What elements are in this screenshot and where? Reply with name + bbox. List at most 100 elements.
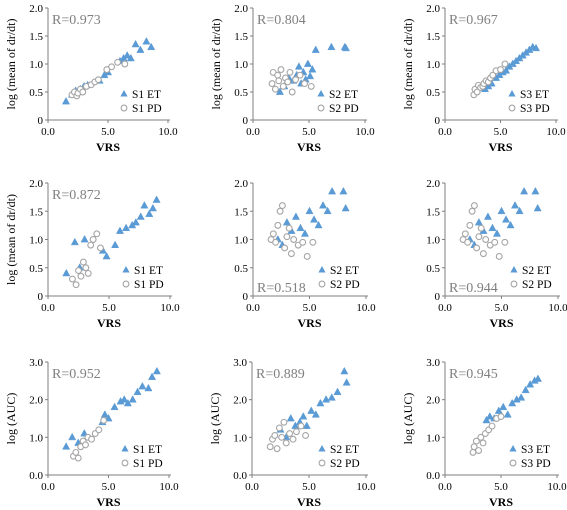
- pd-data-point: [470, 202, 478, 210]
- pd-data-point: [461, 230, 469, 238]
- y-tick-label: 0.0: [29, 470, 43, 482]
- pd-data-point: [272, 238, 280, 246]
- x-tick-label: 10.0: [356, 481, 376, 493]
- pd-data-point: [283, 233, 291, 241]
- x-tick-label: 5.0: [495, 302, 509, 314]
- pd-data-point: [82, 264, 90, 272]
- et-data-point: [111, 240, 120, 248]
- legend-et-marker: [510, 266, 518, 273]
- et-data-point: [102, 251, 111, 260]
- y-tick-label: 1.5: [234, 206, 248, 218]
- pd-data-point: [299, 238, 307, 246]
- y-tick-label: 1.0: [233, 432, 247, 444]
- et-data-point: [140, 201, 149, 209]
- pd-data-point: [89, 236, 97, 243]
- x-tick-label: 5.0: [302, 481, 316, 493]
- pd-data-point: [497, 413, 505, 421]
- et-data-point: [341, 43, 350, 52]
- y-tick-label: 1.5: [426, 206, 440, 218]
- x-axis-title: VRS: [297, 316, 321, 330]
- et-data-point: [506, 220, 515, 229]
- scatter-panel: 0 0.5 1.0 1.5 2.0 0.0 5.0 10.0 VRS log (mean of d…: [4, 178, 180, 330]
- et-data-point: [302, 421, 311, 429]
- y-tick-label: 1.5: [426, 31, 440, 43]
- y-tick-label: 1.0: [426, 59, 440, 71]
- pd-data-point: [289, 435, 297, 443]
- pd-data-point: [292, 76, 300, 84]
- x-axis-title: VRS: [297, 495, 321, 509]
- y-tick-label: 1.5: [29, 206, 43, 218]
- pd-data-point: [281, 244, 289, 252]
- y-tick-label: 1.0: [426, 432, 440, 444]
- legend-pd-marker: [508, 104, 516, 112]
- et-data-point: [128, 395, 137, 403]
- legend: S3 ET S3 PD: [509, 444, 551, 470]
- scatter-panel: 0 0.5 1.0 1.5 2.0 0.0 5.0 10.0 VRS log (mean of d…: [4, 3, 178, 154]
- x-tick-label: 0.0: [246, 302, 260, 314]
- legend-pd-label: S3 PD: [520, 103, 550, 115]
- pd-data-point: [271, 432, 279, 439]
- legend: S3 ET S3 PD: [508, 89, 550, 115]
- et-data-point: [531, 43, 541, 52]
- pd-data-point: [108, 63, 116, 71]
- legend-pd-marker: [510, 280, 518, 288]
- et-data-point: [526, 380, 535, 388]
- pd-data-point: [477, 224, 485, 232]
- pd-data-point: [470, 443, 478, 451]
- pd-data-point: [303, 253, 311, 260]
- et-data-point: [322, 395, 331, 403]
- legend: S2 ET S2 PD: [318, 265, 360, 291]
- legend-et-label: S2 ET: [329, 89, 358, 101]
- pd-data-point: [479, 439, 487, 447]
- y-tick-label: 0: [435, 291, 441, 303]
- x-axis-title: VRS: [489, 495, 513, 509]
- et-data-point: [508, 398, 517, 407]
- pd-data-point: [278, 433, 286, 441]
- pd-data-point: [297, 422, 305, 430]
- x-tick-label: 0.0: [245, 481, 259, 493]
- y-tick-label: 0: [243, 115, 249, 127]
- legend-et-label: S2 ET: [522, 265, 551, 277]
- et-data-point: [303, 59, 312, 67]
- y-axis-title: log (mean of dr/dt): [4, 194, 18, 285]
- pd-data-point: [482, 236, 490, 243]
- et-data-point: [308, 65, 317, 73]
- y-tick-label: 2.0: [29, 395, 43, 407]
- legend-pd-label: S2 PD: [330, 279, 360, 291]
- et-data-point: [517, 393, 526, 401]
- pd-data-point: [495, 253, 503, 260]
- legend-et-label: S1 ET: [132, 89, 161, 101]
- y-tick-label: 1.5: [29, 31, 43, 43]
- legend-pd-label: S3 PD: [521, 458, 551, 470]
- pd-data-point: [79, 88, 87, 96]
- pd-data-point: [279, 82, 287, 90]
- et-data-point: [291, 212, 300, 220]
- x-axis-title: VRS: [488, 140, 512, 154]
- et-data-point: [120, 395, 129, 403]
- x-tick-label: 5.0: [102, 481, 116, 493]
- pd-data-point: [94, 76, 102, 84]
- legend: S2 ET S2 PD: [510, 265, 552, 291]
- pd-data-point: [273, 445, 281, 453]
- et-data-point: [286, 413, 295, 422]
- et-data-point: [511, 201, 520, 209]
- et-data-point: [148, 203, 157, 212]
- legend-et-label: S3 ET: [521, 444, 550, 456]
- x-tick-label: 0.0: [41, 481, 55, 493]
- legend-et-label: S2 ET: [330, 444, 359, 456]
- et-data-point: [61, 96, 71, 105]
- pd-data-point: [72, 448, 80, 456]
- legend-pd-marker: [120, 104, 128, 112]
- y-tick-label: 0: [435, 115, 441, 127]
- et-data-point: [515, 206, 524, 215]
- y-axis-title: log (AUC): [4, 393, 18, 445]
- et-data-point: [309, 215, 319, 223]
- et-data-point: [122, 223, 131, 232]
- et-data-point: [80, 234, 89, 243]
- pd-data-point: [284, 78, 292, 86]
- et-data-point: [138, 381, 147, 390]
- y-tick-label: 2.0: [426, 395, 440, 407]
- et-data-point: [316, 398, 325, 407]
- x-tick-label: 0.0: [438, 126, 452, 138]
